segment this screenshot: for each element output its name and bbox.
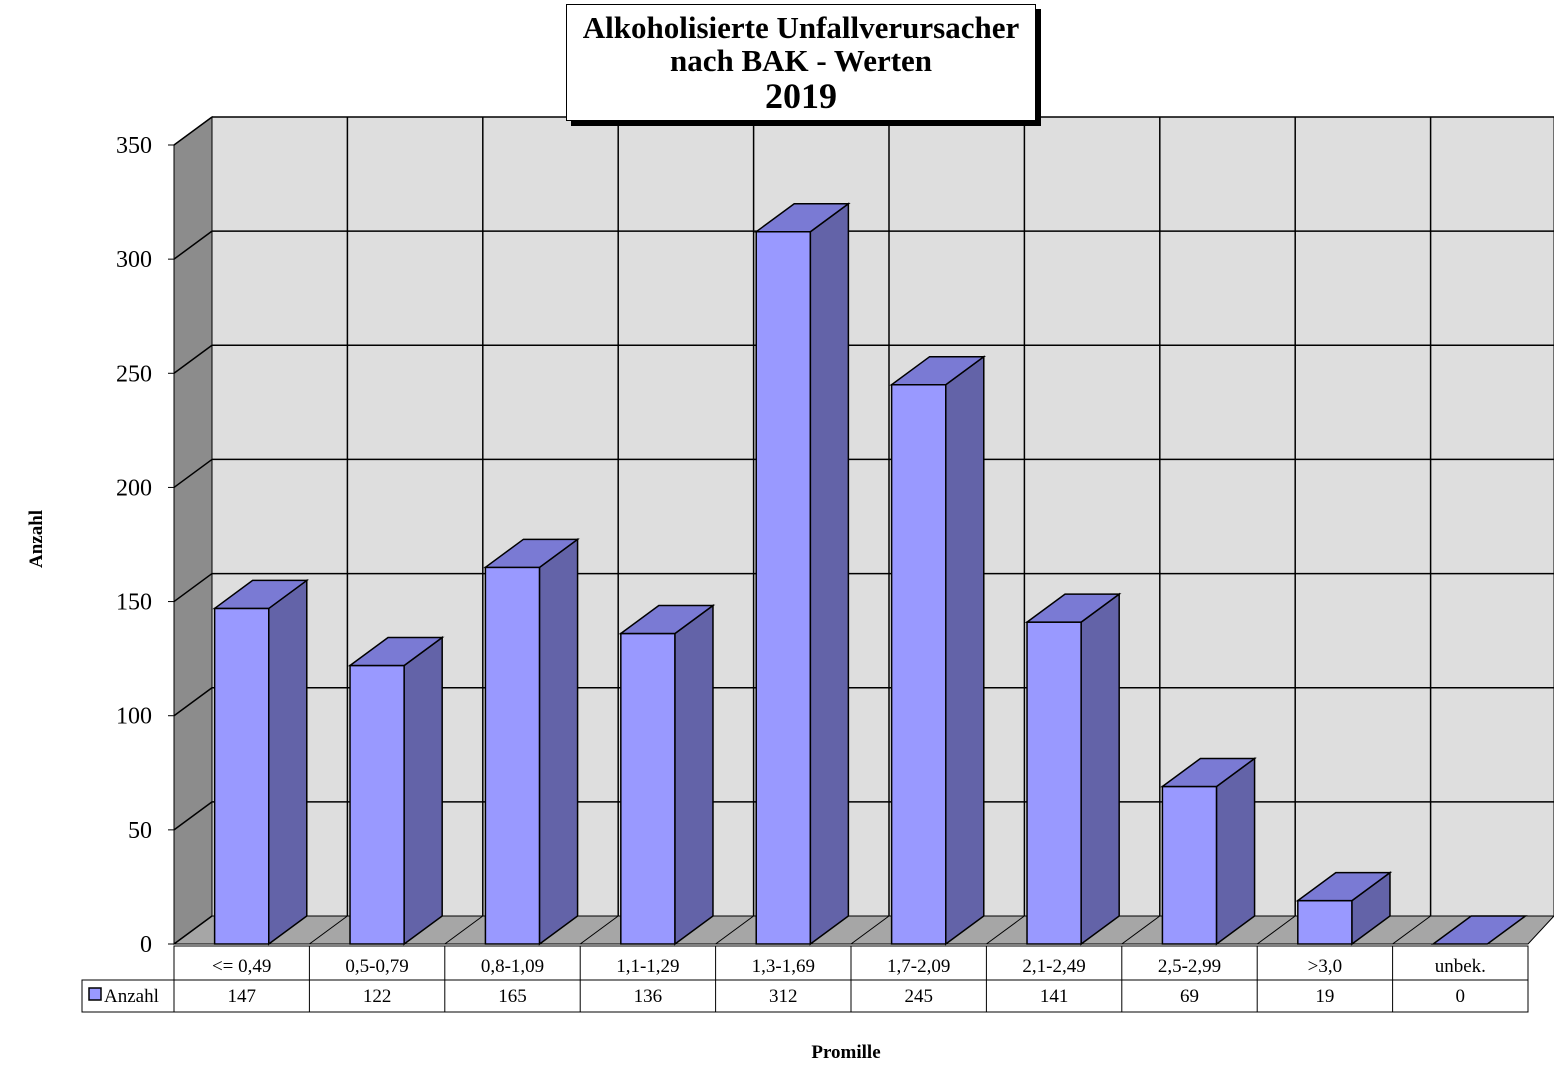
bar-top xyxy=(618,604,716,635)
x-tick-label: 1,1-1,29 xyxy=(616,956,679,977)
data-value-label: 165 xyxy=(498,986,527,1007)
floor-divider xyxy=(309,915,348,945)
gridline-side xyxy=(173,915,213,945)
data-value-label: 69 xyxy=(1180,986,1199,1007)
data-value-label: 147 xyxy=(227,986,256,1007)
gridline-side xyxy=(173,344,213,374)
y-tick-label: 100 xyxy=(116,704,152,730)
chart-title-year: 2019 xyxy=(765,75,837,116)
y-tick-label: 50 xyxy=(128,818,152,844)
bar-top xyxy=(347,636,445,667)
bar-front xyxy=(1297,899,1353,945)
floor-divider xyxy=(986,915,1025,945)
legend-label: Anzahl xyxy=(104,986,159,1007)
bar-front xyxy=(1161,785,1218,945)
floor-divider xyxy=(579,915,619,945)
x-tick-label: 2,1-2,49 xyxy=(1022,956,1085,977)
bar-top xyxy=(1024,593,1122,623)
chart-title-line-2: nach BAK - Werten xyxy=(669,42,933,78)
bar-top xyxy=(1295,871,1393,902)
bar-side xyxy=(268,578,308,946)
data-value-label: 245 xyxy=(904,986,933,1007)
x-tick-label: 0,5-0,79 xyxy=(345,956,408,977)
data-value-label: 312 xyxy=(769,986,798,1007)
bar-top xyxy=(1430,915,1528,945)
bar-front xyxy=(349,664,405,945)
y-tick-label: 350 xyxy=(116,133,152,159)
floor-divider xyxy=(715,915,754,945)
y-tick-label: 250 xyxy=(116,361,152,387)
bar-front xyxy=(890,383,947,945)
bar-side xyxy=(674,604,714,946)
y-tick-label: 150 xyxy=(116,590,152,616)
gridline-side xyxy=(173,801,213,831)
bar-side xyxy=(945,355,985,946)
y-tick-label: 0 xyxy=(140,932,152,958)
x-tick-label: 2,5-2,99 xyxy=(1158,956,1221,977)
gridline-side xyxy=(173,230,213,260)
data-value-label: 0 xyxy=(1456,986,1466,1007)
data-value-label: 141 xyxy=(1040,986,1069,1007)
bar-front xyxy=(1026,621,1082,945)
bar-front xyxy=(213,607,270,945)
bar-front xyxy=(620,632,676,945)
gridline-side xyxy=(173,687,213,717)
gridline-side xyxy=(173,116,213,146)
x-tick-label: 0,8-1,09 xyxy=(481,956,544,977)
gridline-side xyxy=(173,572,213,603)
chart-title-line-1: Alkoholisierte Unfallverursacher xyxy=(582,9,1020,45)
y-tick-label: 300 xyxy=(116,247,152,273)
bar-top xyxy=(483,538,580,569)
floor-divider xyxy=(1121,915,1161,945)
x-tick-label: 1,3-1,69 xyxy=(752,956,815,977)
floor-divider xyxy=(1392,915,1431,945)
side-wall xyxy=(173,116,213,945)
x-tick-label: unbek. xyxy=(1435,956,1486,977)
bar-top xyxy=(1160,757,1257,788)
bar-side xyxy=(1215,756,1256,946)
bar-top xyxy=(212,579,310,610)
x-tick-label: >3,0 xyxy=(1308,956,1342,977)
data-value-label: 136 xyxy=(634,986,663,1007)
bar-top xyxy=(753,202,851,233)
bar-side xyxy=(809,202,850,946)
bar-side xyxy=(1080,592,1120,946)
floor-divider xyxy=(850,915,890,945)
bar-side xyxy=(403,636,443,946)
data-value-label: 19 xyxy=(1315,986,1334,1007)
x-tick-label: 1,7-2,09 xyxy=(887,956,950,977)
bar-side xyxy=(538,537,579,946)
chart-title: Alkoholisierte Unfallverursacher nach BA… xyxy=(566,4,1036,121)
legend-swatch xyxy=(88,987,102,1001)
gridline-side xyxy=(173,458,213,489)
bar-top xyxy=(889,355,987,386)
x-axis-label: Promille xyxy=(811,1042,881,1063)
bar-front xyxy=(755,230,812,945)
data-value-label: 122 xyxy=(363,986,392,1007)
floor-divider xyxy=(444,915,484,945)
y-tick-label: 200 xyxy=(116,475,152,501)
bar-front xyxy=(484,566,541,945)
y-axis-label: Anzahl xyxy=(26,509,47,568)
x-tick-label: <= 0,49 xyxy=(212,956,271,977)
floor-divider xyxy=(1256,915,1296,945)
